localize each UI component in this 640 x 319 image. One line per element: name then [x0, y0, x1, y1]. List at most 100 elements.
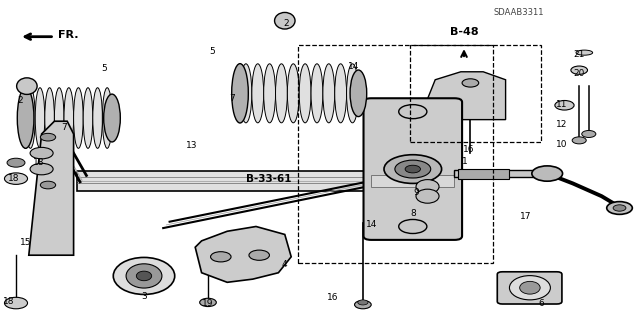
- Text: 14: 14: [365, 220, 377, 229]
- Text: SDAAB3311: SDAAB3311: [493, 8, 543, 17]
- Ellipse shape: [17, 78, 37, 94]
- Text: 9: 9: [413, 189, 419, 197]
- Polygon shape: [419, 72, 506, 120]
- Circle shape: [582, 130, 596, 137]
- Ellipse shape: [136, 271, 152, 281]
- Ellipse shape: [252, 64, 264, 123]
- Circle shape: [4, 173, 28, 184]
- Circle shape: [399, 219, 427, 234]
- Ellipse shape: [350, 70, 367, 117]
- Text: 17: 17: [520, 212, 532, 221]
- Polygon shape: [29, 121, 74, 255]
- Text: B-48: B-48: [450, 27, 478, 37]
- Text: 21: 21: [573, 50, 585, 59]
- Circle shape: [7, 158, 25, 167]
- Text: 18: 18: [33, 158, 44, 167]
- Text: 12: 12: [556, 120, 568, 129]
- Text: 10: 10: [556, 140, 568, 149]
- Circle shape: [571, 66, 588, 74]
- Bar: [410, 45, 541, 142]
- FancyBboxPatch shape: [458, 169, 509, 179]
- Circle shape: [30, 147, 53, 159]
- Ellipse shape: [416, 180, 439, 194]
- Text: 14: 14: [348, 63, 360, 71]
- Ellipse shape: [26, 88, 35, 148]
- Circle shape: [40, 181, 56, 189]
- Text: 8: 8: [410, 209, 415, 218]
- FancyBboxPatch shape: [77, 171, 448, 191]
- Text: FR.: FR.: [58, 30, 78, 40]
- Ellipse shape: [54, 88, 64, 148]
- Circle shape: [358, 300, 368, 305]
- Ellipse shape: [416, 189, 439, 203]
- Ellipse shape: [576, 50, 593, 55]
- Ellipse shape: [520, 281, 540, 294]
- Text: 13: 13: [186, 141, 198, 150]
- Text: 7: 7: [61, 123, 67, 132]
- Circle shape: [555, 100, 574, 110]
- Text: 16: 16: [463, 145, 474, 154]
- Circle shape: [405, 165, 420, 173]
- Ellipse shape: [35, 88, 45, 148]
- Text: 5: 5: [210, 47, 215, 56]
- Text: B-33-61: B-33-61: [246, 174, 292, 184]
- Circle shape: [40, 133, 56, 141]
- Text: 3: 3: [141, 292, 147, 300]
- Ellipse shape: [287, 64, 300, 123]
- Circle shape: [532, 166, 563, 181]
- Circle shape: [200, 298, 216, 307]
- Circle shape: [249, 250, 269, 260]
- Ellipse shape: [113, 257, 175, 294]
- Circle shape: [613, 205, 626, 211]
- Text: 18: 18: [8, 174, 20, 183]
- Ellipse shape: [240, 64, 252, 123]
- FancyBboxPatch shape: [371, 175, 454, 187]
- Ellipse shape: [83, 88, 93, 148]
- Bar: [298, 45, 493, 263]
- Ellipse shape: [275, 64, 287, 123]
- Circle shape: [211, 252, 231, 262]
- Circle shape: [462, 79, 479, 87]
- Ellipse shape: [347, 64, 358, 123]
- Text: 2: 2: [284, 19, 289, 28]
- Ellipse shape: [104, 94, 120, 142]
- Text: 1: 1: [462, 157, 467, 166]
- Circle shape: [384, 155, 442, 183]
- Text: 11: 11: [556, 100, 568, 109]
- Ellipse shape: [64, 88, 74, 148]
- FancyBboxPatch shape: [364, 98, 462, 240]
- FancyBboxPatch shape: [497, 272, 562, 304]
- Text: 2: 2: [18, 96, 23, 105]
- Polygon shape: [195, 226, 291, 282]
- Text: 18: 18: [3, 297, 15, 306]
- Circle shape: [30, 163, 53, 175]
- Text: 19: 19: [202, 299, 214, 308]
- Ellipse shape: [264, 64, 275, 123]
- Circle shape: [607, 202, 632, 214]
- Ellipse shape: [275, 12, 295, 29]
- Text: 6: 6: [538, 299, 543, 308]
- Ellipse shape: [17, 88, 34, 148]
- Ellipse shape: [232, 64, 248, 123]
- Circle shape: [395, 160, 431, 178]
- Ellipse shape: [335, 64, 347, 123]
- Circle shape: [4, 297, 28, 309]
- Circle shape: [399, 105, 427, 119]
- Text: 20: 20: [573, 69, 585, 78]
- Ellipse shape: [126, 264, 162, 288]
- Text: 15: 15: [20, 238, 31, 247]
- Text: 4: 4: [282, 260, 287, 269]
- FancyBboxPatch shape: [454, 170, 547, 177]
- Text: 7: 7: [230, 94, 235, 103]
- Circle shape: [572, 137, 586, 144]
- Ellipse shape: [102, 88, 112, 148]
- Ellipse shape: [45, 88, 54, 148]
- Ellipse shape: [300, 64, 311, 123]
- Ellipse shape: [74, 88, 83, 148]
- Ellipse shape: [509, 276, 550, 300]
- Ellipse shape: [323, 64, 335, 123]
- Circle shape: [355, 300, 371, 309]
- Text: 16: 16: [327, 293, 339, 302]
- Ellipse shape: [93, 88, 102, 148]
- Text: 5: 5: [101, 64, 106, 73]
